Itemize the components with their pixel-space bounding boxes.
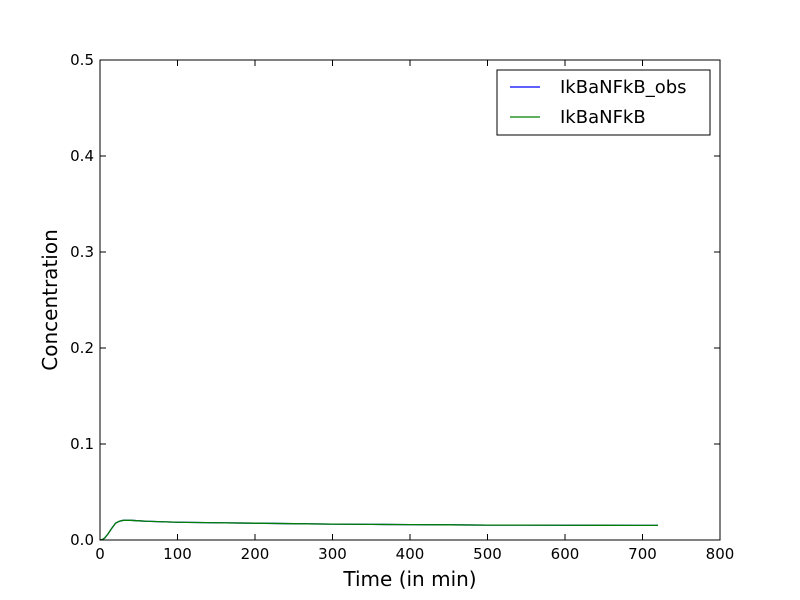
x-tick-label: 100 — [163, 545, 192, 563]
y-tick-label: 0.4 — [70, 147, 94, 165]
y-axis-label: Concentration — [38, 229, 62, 370]
legend-label-series-1: IkBaNFkB_obs — [560, 77, 687, 98]
y-tick-label: 0.1 — [70, 435, 94, 453]
y-tick-label: 0.2 — [70, 339, 94, 357]
y-tick-label: 0.5 — [70, 51, 94, 69]
x-tick-label: 300 — [318, 545, 347, 563]
legend-label-series-2: IkBaNFkB — [560, 107, 646, 128]
x-tick-label: 800 — [706, 545, 735, 563]
x-tick-label: 400 — [396, 545, 425, 563]
legend: IkBaNFkB_obs IkBaNFkB — [496, 69, 711, 136]
series-lines — [99, 519, 658, 541]
x-tick-label: 500 — [473, 545, 502, 563]
y-tick-label: 0.0 — [70, 531, 94, 549]
plot-frame — [99, 59, 721, 541]
y-tick-label: 0.3 — [70, 243, 94, 261]
legend-box — [496, 69, 711, 136]
plot-area — [100, 60, 720, 540]
x-tick-label: 200 — [241, 545, 270, 563]
x-axis-label: Time (in min) — [342, 567, 476, 591]
axis-tick-labels: 0 100 200 300 400 500 600 700 800 0.0 0.1 0.2 0.3 0.4… — [70, 51, 734, 563]
x-tick-label: 600 — [551, 545, 580, 563]
x-tick-label: 700 — [628, 545, 657, 563]
x-tick-label: 0 — [95, 545, 105, 563]
series-line-2 — [99, 519, 658, 541]
